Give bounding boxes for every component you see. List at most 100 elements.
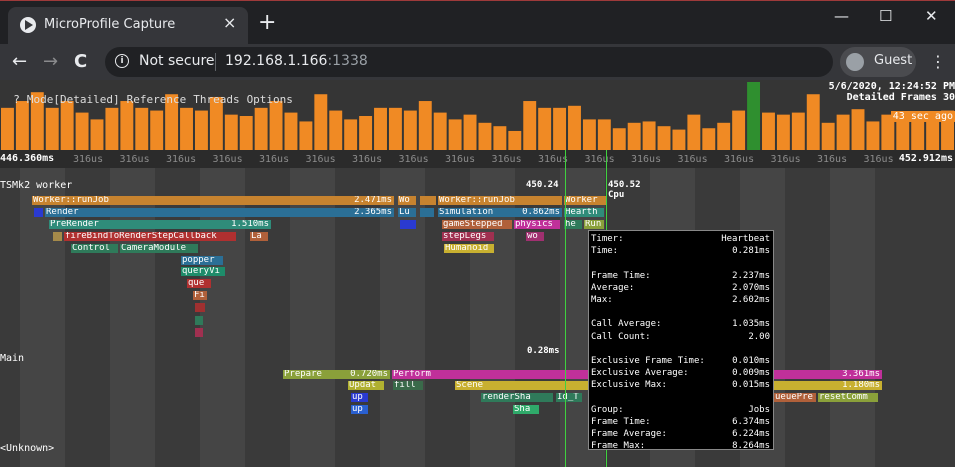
- frame-bar[interactable]: [866, 121, 880, 150]
- frame-bar[interactable]: [1, 107, 14, 150]
- timer-bar-la[interactable]: La: [250, 232, 268, 241]
- frame-bar[interactable]: [553, 107, 567, 150]
- maximize-icon[interactable]: ☐: [879, 7, 893, 25]
- frame-bar[interactable]: [627, 122, 641, 150]
- timer-bar-queryvi[interactable]: queryVi: [181, 267, 225, 276]
- frame-bar[interactable]: [135, 107, 149, 150]
- frame-bar[interactable]: [359, 116, 373, 150]
- timer-bar-prerender[interactable]: PreRender 1.510ms: [49, 220, 271, 229]
- frame-bar[interactable]: [851, 109, 865, 150]
- frame-bar[interactable]: [926, 114, 940, 150]
- frame-bar[interactable]: [791, 112, 805, 150]
- selection-line-left[interactable]: [565, 150, 566, 467]
- frame-bar[interactable]: [433, 112, 447, 150]
- frame-bar[interactable]: [150, 110, 164, 150]
- timer-bar[interactable]: [195, 316, 203, 325]
- timer-bar-updat[interactable]: Updat: [348, 381, 384, 390]
- timer-bar-wo[interactable]: Wo: [398, 196, 416, 205]
- frame-bar[interactable]: [180, 107, 193, 150]
- address-bar[interactable]: i Not secure 192.168.1.166:1338: [105, 47, 833, 77]
- security-status[interactable]: Not secure: [139, 53, 215, 69]
- timeline-view[interactable]: TSMk2 worker Main <Unknown> Worker::runJ…: [0, 168, 955, 467]
- menu-options[interactable]: Options: [246, 93, 293, 106]
- frame-bar[interactable]: [508, 130, 522, 150]
- timer-bar[interactable]: [195, 303, 205, 312]
- timer-bar[interactable]: [34, 208, 43, 217]
- frame-bar[interactable]: [105, 107, 119, 150]
- timer-bar-popper[interactable]: popper: [181, 256, 223, 265]
- browser-tab[interactable]: MicroProfile Capture ×: [8, 7, 248, 45]
- thread-label-worker[interactable]: TSMk2 worker: [0, 180, 73, 191]
- frame-bar[interactable]: [209, 96, 223, 150]
- timer-bar[interactable]: [420, 196, 436, 205]
- forward-icon[interactable]: →: [43, 51, 59, 72]
- timer-bar-hearth[interactable]: Hearth: [564, 208, 604, 217]
- frame-bar[interactable]: [45, 107, 59, 150]
- url-text[interactable]: 192.168.1.166:1338: [225, 53, 368, 69]
- timer-bar-lu[interactable]: Lu: [398, 208, 416, 217]
- frame-bar[interactable]: [165, 94, 179, 150]
- timer-bar-wo-2[interactable]: wo: [526, 232, 544, 241]
- frame-bar[interactable]: [374, 107, 387, 150]
- frame-bar[interactable]: [254, 107, 268, 150]
- close-window-icon[interactable]: ✕: [925, 7, 938, 25]
- frame-bar[interactable]: [762, 112, 775, 150]
- frame-bar[interactable]: [15, 101, 29, 150]
- menu-threads[interactable]: Threads: [193, 93, 240, 106]
- timer-bar-render[interactable]: Render 2.365ms: [45, 208, 394, 217]
- frame-bar[interactable]: [478, 122, 492, 150]
- minimize-icon[interactable]: —: [834, 7, 849, 25]
- timer-bar-humanoid[interactable]: Humanoid: [444, 244, 494, 253]
- timer-bar-prepare[interactable]: Prepare 0.720ms: [283, 370, 390, 379]
- frame-bar[interactable]: [568, 105, 581, 150]
- frame-bar[interactable]: [30, 92, 44, 150]
- timer-bar-worker[interactable]: Worker: [564, 196, 606, 205]
- frame-bar[interactable]: [493, 126, 507, 150]
- timer-bar-run[interactable]: Run: [584, 220, 604, 229]
- timer-bar-fi[interactable]: Fi: [193, 291, 207, 300]
- timer-bar-gamestepped[interactable]: gameStepped: [442, 220, 512, 229]
- timer-bar-que[interactable]: que: [187, 279, 211, 288]
- frame-bar[interactable]: [687, 114, 701, 150]
- timer-bar-queuepre[interactable]: ueuePre: [774, 393, 816, 402]
- frame-bar[interactable]: [403, 110, 417, 150]
- frame-bar[interactable]: [672, 129, 686, 150]
- frame-bar[interactable]: [60, 101, 74, 150]
- frame-bar[interactable]: [806, 94, 820, 150]
- tab-close-icon[interactable]: ×: [223, 13, 237, 32]
- frame-bar[interactable]: [284, 112, 298, 150]
- timer-bar-cameramodule[interactable]: CameraModule: [120, 244, 198, 253]
- timer-bar[interactable]: [53, 232, 62, 241]
- frame-bar[interactable]: [896, 119, 910, 150]
- browser-menu-icon[interactable]: ⋮: [930, 52, 946, 71]
- frame-bar[interactable]: [120, 101, 134, 150]
- timer-bar-up[interactable]: up: [351, 393, 368, 402]
- frame-bar[interactable]: [90, 119, 104, 150]
- frame-bar[interactable]: [523, 101, 537, 150]
- frame-bar[interactable]: [448, 119, 462, 150]
- frame-bar[interactable]: [642, 121, 656, 150]
- frame-bar[interactable]: [881, 114, 895, 150]
- timer-bar-fill[interactable]: fill: [393, 381, 423, 390]
- menu-reference[interactable]: Reference: [126, 93, 187, 106]
- frame-bar[interactable]: [657, 126, 671, 150]
- back-icon[interactable]: ←: [12, 51, 28, 72]
- frame-bar[interactable]: [836, 114, 850, 150]
- frame-bar[interactable]: [344, 119, 358, 150]
- frame-bar[interactable]: [329, 110, 343, 150]
- timer-bar-sha[interactable]: Sha: [513, 405, 539, 414]
- frame-bar[interactable]: [821, 122, 835, 150]
- frame-bar[interactable]: [75, 112, 89, 150]
- frame-bar[interactable]: [194, 110, 208, 150]
- frame-bar[interactable]: [702, 128, 716, 150]
- frame-bar[interactable]: [582, 119, 596, 150]
- menu-mode[interactable]: Mode[Detailed]: [26, 93, 120, 106]
- timer-bar-physics[interactable]: physics: [514, 220, 560, 229]
- frame-bar[interactable]: [776, 114, 790, 150]
- timer-bar-simulation[interactable]: Simulation 0.862ms: [438, 208, 562, 217]
- thread-label-main[interactable]: Main: [0, 353, 25, 364]
- frame-bar[interactable]: [239, 116, 253, 150]
- new-tab-icon[interactable]: +: [258, 10, 277, 35]
- thread-label-unknown[interactable]: <Unknown>: [0, 443, 55, 454]
- timer-bar[interactable]: [195, 328, 203, 337]
